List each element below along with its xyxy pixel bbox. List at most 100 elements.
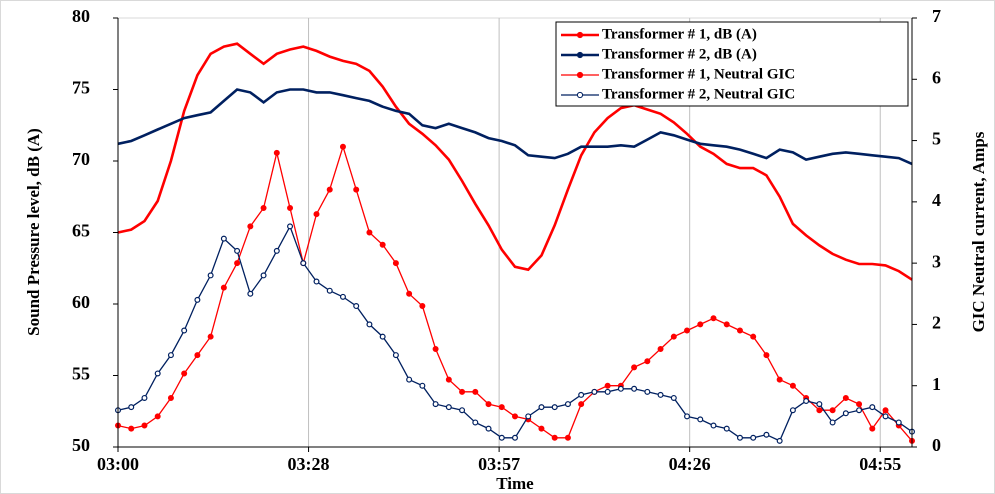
data-point [697, 321, 704, 328]
legend-label: Transformer # 2, dB (A) [602, 46, 757, 62]
data-point [776, 376, 783, 383]
data-point [803, 398, 810, 405]
data-point [789, 407, 796, 414]
data-point [366, 229, 373, 236]
data-point [697, 416, 704, 423]
legend-marker [576, 91, 584, 99]
data-point [604, 382, 611, 389]
data-point [882, 407, 889, 414]
data-point [631, 385, 638, 392]
data-point [339, 143, 346, 150]
data-point [406, 290, 413, 297]
y2-tick-label: 4 [932, 190, 941, 210]
legend-label: Transformer # 2, Neutral GIC [602, 86, 795, 102]
data-point [538, 404, 545, 411]
data-point [128, 404, 135, 411]
data-point [895, 419, 902, 426]
data-point [511, 434, 518, 441]
series-line [117, 88, 913, 166]
data-point [591, 388, 598, 395]
data-point [167, 352, 174, 359]
data-point [339, 293, 346, 300]
y-tick-label: 75 [72, 78, 90, 98]
data-point [816, 407, 823, 414]
data-point [723, 321, 730, 328]
data-point [498, 434, 505, 441]
data-point [564, 401, 571, 408]
data-point [353, 186, 360, 193]
x-tick-label: 04:55 [859, 454, 901, 474]
y-tick-label: 55 [72, 364, 90, 384]
data-point [154, 370, 161, 377]
legend: Transformer # 1, dB (A) Transformer # 2, … [555, 21, 909, 107]
data-point [485, 401, 492, 408]
data-point [670, 333, 677, 340]
data-point [273, 149, 280, 156]
legend-marker [576, 51, 584, 59]
legend-label: Transformer # 1, Neutral GIC [602, 66, 795, 82]
y2-tick-label: 2 [932, 313, 941, 333]
data-point [538, 425, 545, 432]
data-point [750, 333, 757, 340]
data-point [644, 388, 651, 395]
data-point [260, 272, 267, 279]
y-tick-label: 50 [72, 435, 90, 455]
data-point [485, 425, 492, 432]
data-point [326, 186, 333, 193]
series-line [117, 42, 913, 281]
data-point [644, 358, 651, 365]
data-point [459, 388, 466, 395]
data-point [392, 260, 399, 267]
data-point [829, 407, 836, 414]
data-point [829, 419, 836, 426]
data-point [604, 388, 611, 395]
data-point [578, 391, 585, 398]
data-point [220, 284, 227, 291]
data-point [247, 223, 254, 230]
y-tick-label: 60 [72, 292, 90, 312]
data-point [194, 352, 201, 359]
data-point [856, 407, 863, 414]
data-point [459, 407, 466, 414]
data-point [657, 391, 664, 398]
y-axis-title: Sound Pressure level, dB (A) [24, 128, 43, 336]
x-tick-label: 04:26 [669, 454, 711, 474]
x-tick-label: 03:00 [97, 454, 139, 474]
y2-tick-label: 1 [932, 374, 941, 394]
data-point [234, 247, 241, 254]
legend-marker [576, 71, 584, 79]
data-point [141, 394, 148, 401]
data-point [260, 204, 267, 211]
plot-marks [114, 42, 915, 444]
data-point [551, 434, 558, 441]
data-point [392, 352, 399, 359]
data-point [789, 382, 796, 389]
data-point [181, 370, 188, 377]
data-point [207, 333, 214, 340]
data-point [710, 315, 717, 322]
data-point [432, 401, 439, 408]
x-tick-label: 03:57 [478, 454, 520, 474]
data-point [432, 345, 439, 352]
data-point [617, 385, 624, 392]
data-point [776, 437, 783, 444]
data-point [736, 327, 743, 334]
y2-tick-label: 5 [932, 129, 941, 149]
data-point [842, 410, 849, 417]
data-point [287, 223, 294, 230]
data-point [631, 364, 638, 371]
x-tick-label: 03:28 [288, 454, 330, 474]
data-point [856, 401, 863, 408]
y2-tick-label: 6 [932, 67, 941, 87]
data-point [154, 413, 161, 420]
data-point [313, 278, 320, 285]
data-point [379, 333, 386, 340]
data-point [551, 404, 558, 411]
data-point [882, 413, 889, 420]
data-point [194, 296, 201, 303]
data-point [736, 434, 743, 441]
data-point [511, 413, 518, 420]
y-tick-label: 65 [72, 221, 90, 241]
data-point [273, 247, 280, 254]
